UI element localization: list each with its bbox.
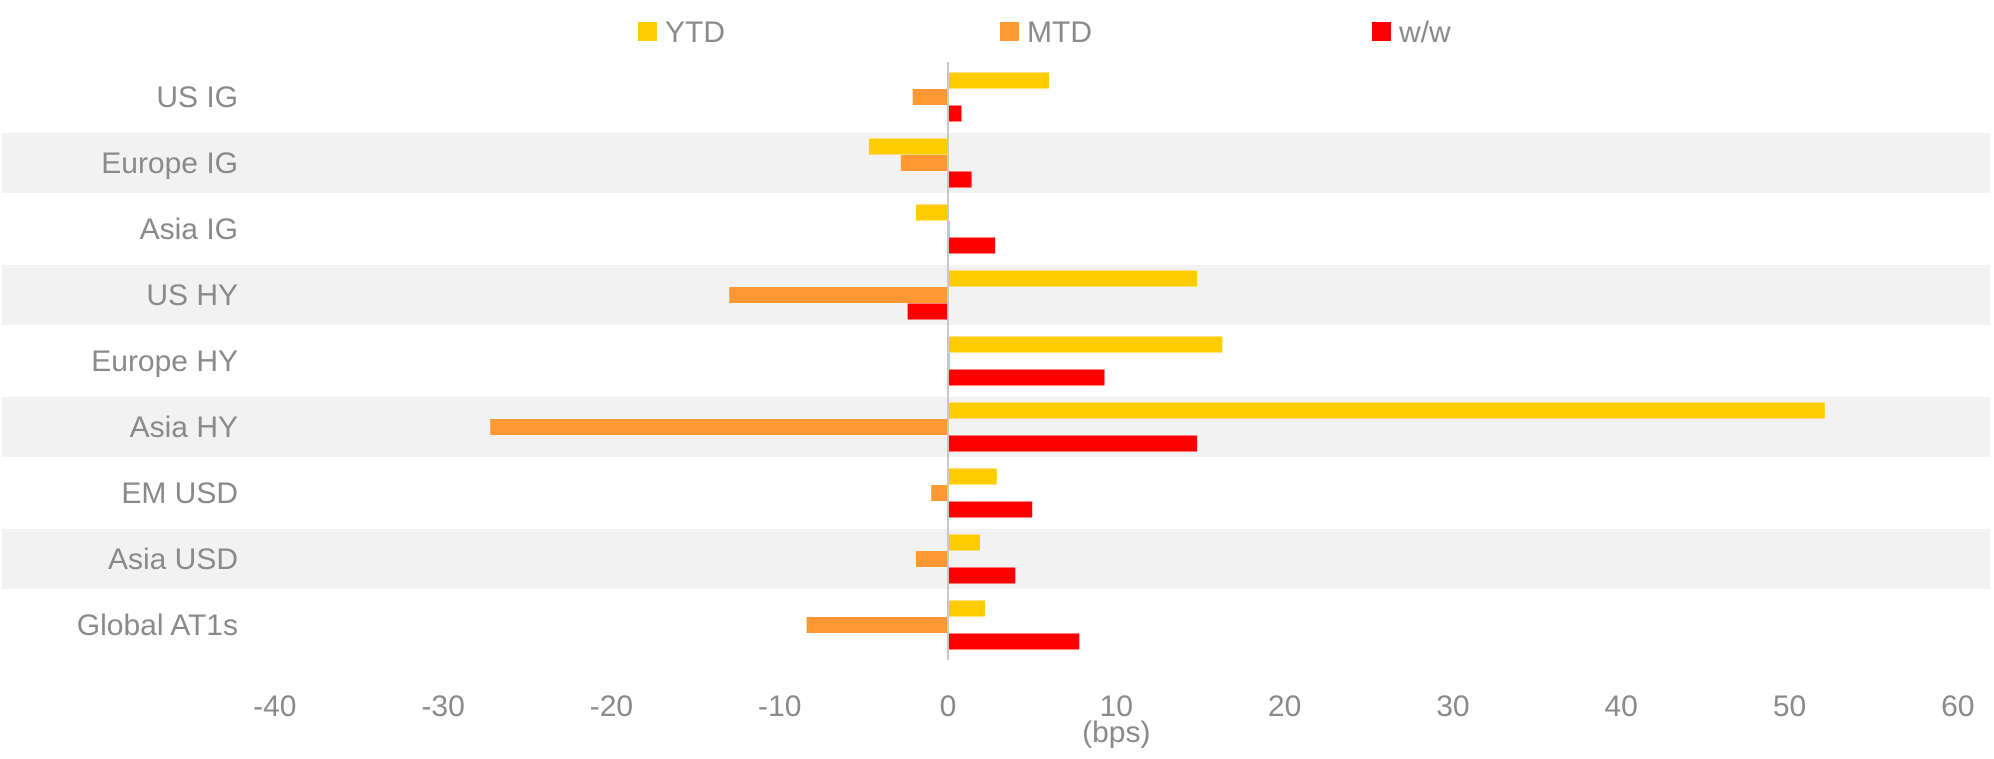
bar-ww-em-usd xyxy=(948,501,1033,518)
category-label: Europe IG xyxy=(101,147,238,180)
bar-mtd-us-ig xyxy=(912,89,948,105)
bar-series xyxy=(490,72,1825,650)
tick-label: 30 xyxy=(1436,690,1469,723)
bar-ytd-em-usd xyxy=(948,468,997,485)
bar-ww-europe-hy xyxy=(948,369,1105,386)
legend-swatch xyxy=(1000,22,1019,41)
tick-label: 20 xyxy=(1268,690,1301,723)
bar-ww-us-hy xyxy=(907,303,948,320)
tick-label: 60 xyxy=(1941,690,1974,723)
bar-ww-asia-usd xyxy=(948,567,1016,584)
tick-label: 10 xyxy=(1100,690,1133,723)
bar-ytd-europe-hy xyxy=(948,336,1223,353)
x-axis-tick-labels: -40 -30 -20 -10 0 10 20 30 40 50 60 xyxy=(253,690,1974,723)
bar-ytd-asia-hy xyxy=(948,402,1825,419)
x-axis-label: (bps) xyxy=(1082,716,1150,749)
bar-mtd-asia-usd xyxy=(916,551,948,567)
bar-ytd-asia-ig xyxy=(916,204,948,221)
tick-label: -40 xyxy=(253,690,296,723)
category-label: US HY xyxy=(146,279,238,312)
bar-mtd-us-hy xyxy=(729,287,948,303)
category-labels: US IG Europe IG Asia IG US HY Europe HY Asia … xyxy=(77,81,238,642)
bar-ytd-europe-ig xyxy=(868,138,948,155)
bar-ww-europe-ig xyxy=(948,171,972,188)
bar-ww-global-at1s xyxy=(948,633,1080,650)
bar-ww-asia-hy xyxy=(948,435,1198,452)
bar-mtd-em-usd xyxy=(931,485,948,501)
bar-mtd-europe-ig xyxy=(900,155,948,171)
bar-ww-us-ig xyxy=(948,105,962,122)
category-label: Global AT1s xyxy=(77,609,238,642)
category-label: Asia USD xyxy=(108,543,238,576)
legend-label: MTD xyxy=(1027,16,1092,49)
tick-label: -20 xyxy=(590,690,633,723)
legend: YTD MTD w/w xyxy=(638,16,1451,49)
tick-label: -10 xyxy=(758,690,801,723)
legend-label: YTD xyxy=(665,16,725,49)
bar-mtd-global-at1s xyxy=(806,617,948,633)
bar-ww-asia-ig xyxy=(948,237,996,254)
tick-label: 40 xyxy=(1605,690,1638,723)
legend-label: w/w xyxy=(1398,16,1451,49)
category-label: Asia HY xyxy=(130,411,238,444)
bar-mtd-asia-hy xyxy=(490,419,948,435)
tick-label: 0 xyxy=(940,690,957,723)
tick-label: 50 xyxy=(1773,690,1806,723)
category-label: Asia IG xyxy=(140,213,238,246)
category-label: Europe HY xyxy=(91,345,238,378)
bar-ytd-us-ig xyxy=(948,72,1049,89)
row-band xyxy=(2,133,1990,193)
category-label: US IG xyxy=(156,81,238,114)
bar-ytd-asia-usd xyxy=(948,534,980,551)
legend-swatch xyxy=(638,22,657,41)
bar-ytd-global-at1s xyxy=(948,600,985,617)
bar-ytd-us-hy xyxy=(948,270,1198,287)
category-label: EM USD xyxy=(121,477,238,510)
tick-label: -30 xyxy=(421,690,464,723)
row-bands xyxy=(2,133,1990,589)
legend-swatch xyxy=(1372,22,1391,41)
